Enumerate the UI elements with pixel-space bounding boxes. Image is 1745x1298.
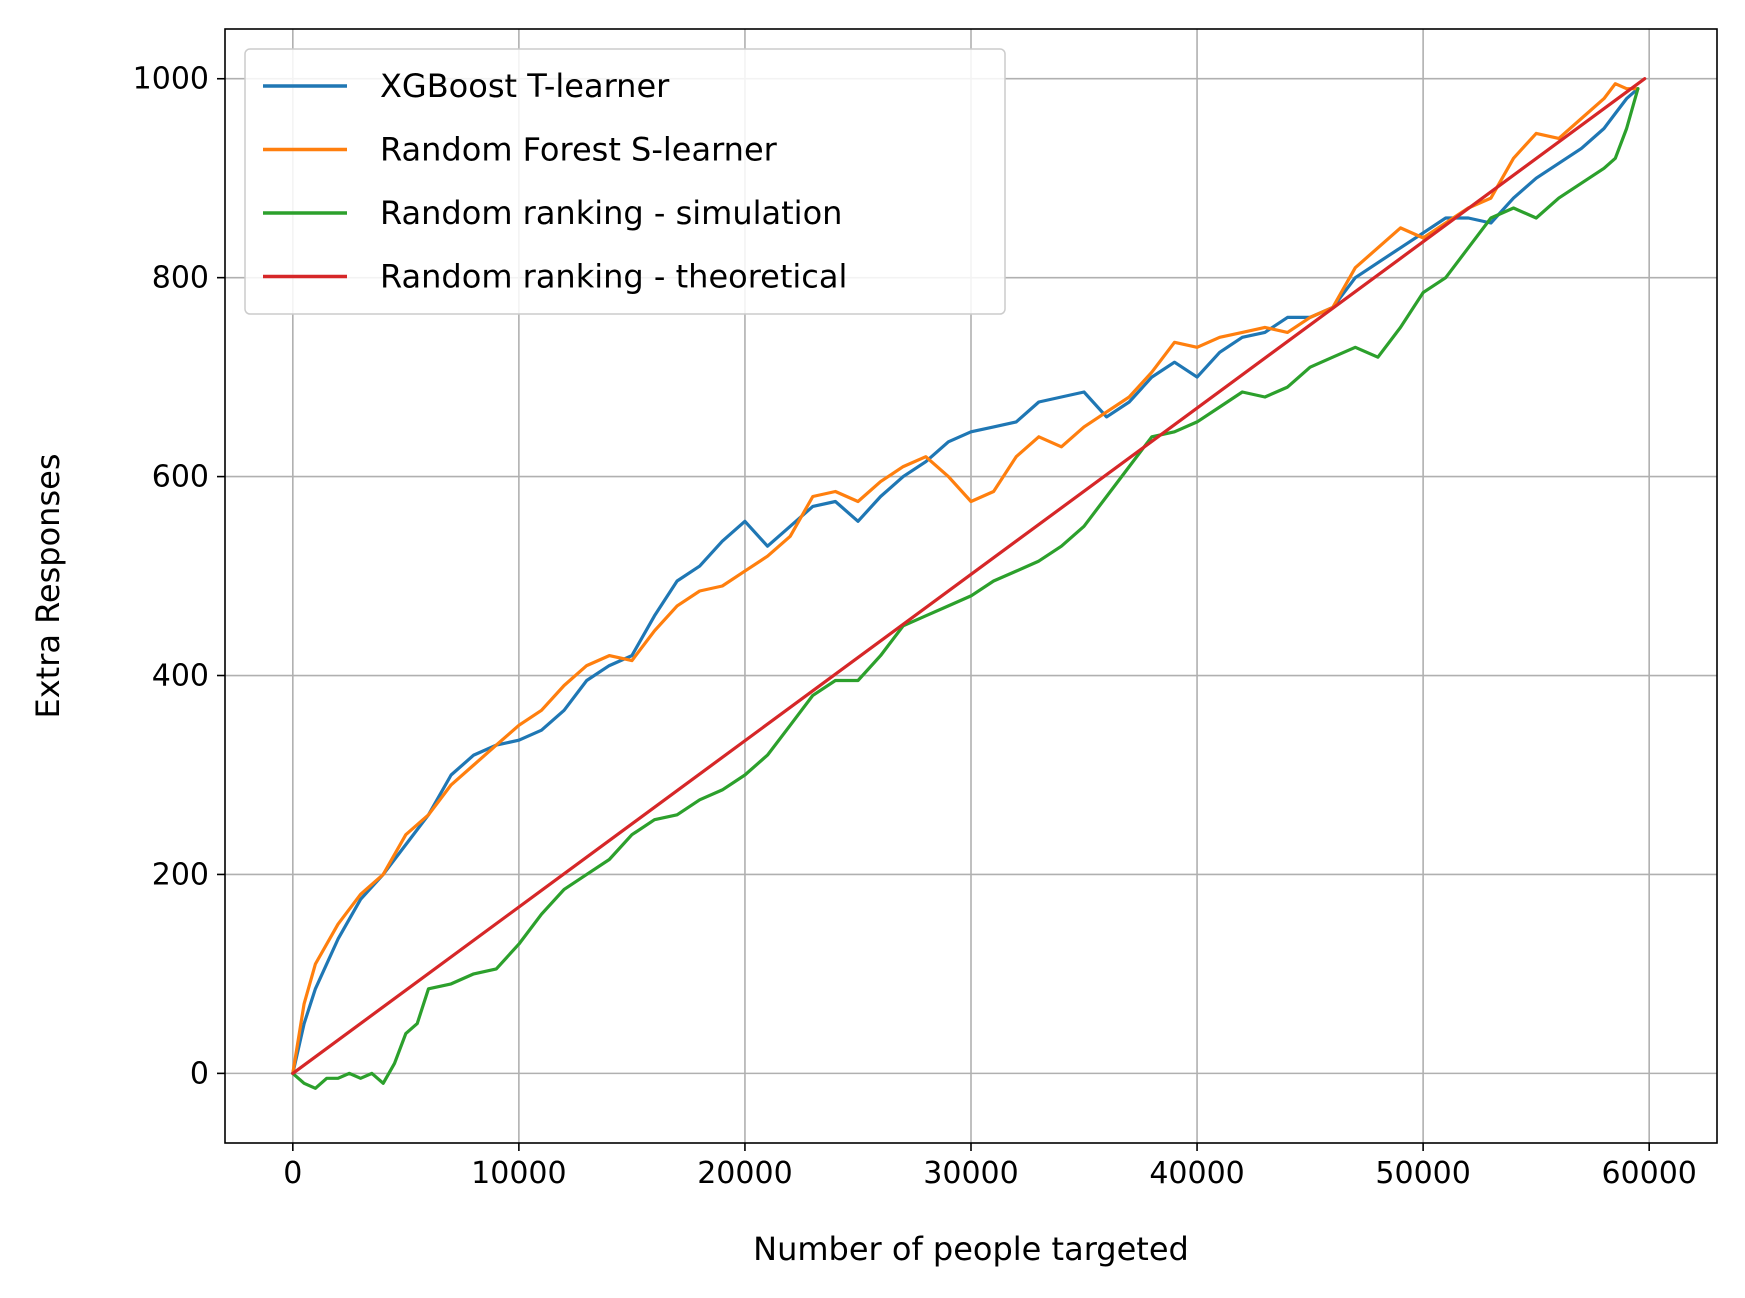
y-axis-label: Extra Responses <box>29 454 67 719</box>
x-tick-label: 20000 <box>697 1156 792 1191</box>
x-tick-label: 50000 <box>1375 1156 1470 1191</box>
legend-label: Random ranking - simulation <box>380 194 842 232</box>
y-tick-label: 600 <box>152 460 209 495</box>
legend-label: XGBoost T-learner <box>380 67 670 105</box>
series-line-xgboost-t-learner <box>291 87 1640 1076</box>
series-line-random-forest-s-learner <box>291 82 1640 1076</box>
y-tick-label: 200 <box>152 857 209 892</box>
y-tick-label: 400 <box>152 659 209 694</box>
y-tick-label: 0 <box>190 1056 209 1091</box>
x-axis-label: Number of people targeted <box>753 1230 1189 1268</box>
x-tick-label: 0 <box>283 1156 302 1191</box>
legend-label: Random ranking - theoretical <box>380 258 847 296</box>
legend-label: Random Forest S-learner <box>380 131 778 169</box>
x-tick-label: 40000 <box>1149 1156 1244 1191</box>
y-tick-label: 1000 <box>133 62 209 97</box>
x-tick-label: 60000 <box>1601 1156 1696 1191</box>
legend-box <box>244 48 1006 315</box>
axis-ticks: 0 10000 20000 30000 40000 50000 60000 0 200 400 60… <box>133 62 1697 1191</box>
series-line-random-ranking-theoretical <box>291 77 1647 1076</box>
series-line-random-ranking-simulation <box>291 87 1640 1090</box>
legend-items: XGBoost T-learner Random Forest S-learner… <box>263 67 847 296</box>
series-lines <box>291 77 1647 1090</box>
legend: XGBoost T-learner Random Forest S-learner… <box>244 48 1006 315</box>
y-tick-label: 800 <box>152 261 209 296</box>
x-tick-label: 30000 <box>923 1156 1018 1191</box>
x-tick-label: 10000 <box>471 1156 566 1191</box>
